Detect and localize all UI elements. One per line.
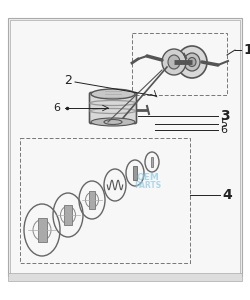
Ellipse shape bbox=[91, 118, 135, 126]
Ellipse shape bbox=[91, 89, 135, 99]
Bar bbox=[8, 273, 242, 281]
Bar bbox=[20, 138, 190, 263]
Text: 1: 1 bbox=[243, 43, 250, 57]
Ellipse shape bbox=[104, 119, 122, 124]
Text: PARTS: PARTS bbox=[134, 182, 162, 190]
Bar bbox=[150, 157, 154, 167]
Text: 5: 5 bbox=[220, 119, 227, 129]
Text: 6: 6 bbox=[53, 103, 60, 113]
Bar bbox=[133, 166, 137, 180]
Text: 4: 4 bbox=[222, 188, 232, 202]
Bar bbox=[8, 18, 242, 276]
Text: 3: 3 bbox=[220, 109, 230, 123]
Text: 2: 2 bbox=[64, 74, 72, 88]
Bar bbox=[38, 218, 46, 242]
Ellipse shape bbox=[184, 53, 200, 71]
Bar bbox=[10, 20, 240, 275]
Bar bbox=[89, 191, 95, 208]
Ellipse shape bbox=[162, 49, 186, 75]
Text: 6: 6 bbox=[220, 125, 227, 135]
Bar bbox=[132, 33, 227, 95]
Bar bbox=[64, 205, 72, 225]
Text: OEM: OEM bbox=[136, 173, 160, 182]
Ellipse shape bbox=[188, 58, 196, 67]
Ellipse shape bbox=[168, 55, 180, 69]
FancyBboxPatch shape bbox=[90, 92, 136, 124]
Ellipse shape bbox=[177, 46, 207, 78]
